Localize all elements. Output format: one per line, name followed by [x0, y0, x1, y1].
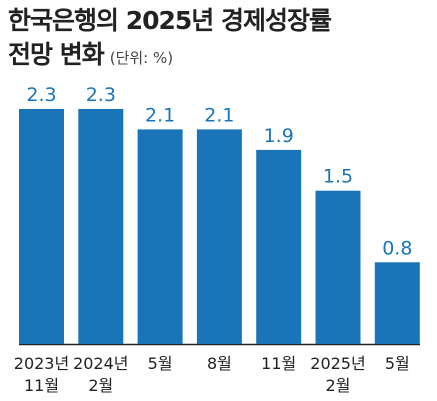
category-label-7: 5월: [385, 354, 410, 373]
chart-title: 한국은행의 2025년 경제성장률 전망 변화 (단위: %): [8, 4, 433, 75]
category-label-2-line-2: 2월: [88, 376, 113, 395]
category-label-6-line-2: 2월: [326, 376, 351, 395]
chart-title-line-2: 전망 변화 (단위: %): [8, 38, 433, 75]
category-label-1-line-2: 11월: [24, 376, 59, 395]
bar-6: [315, 190, 361, 344]
value-label-1: 2.3: [26, 84, 56, 106]
value-label-5: 1.9: [264, 125, 294, 147]
bar-2: [78, 109, 124, 344]
category-label-2-line-1: 2024년: [73, 354, 128, 373]
chart-title-line-1: 한국은행의 2025년 경제성장률: [8, 6, 332, 35]
value-label-7: 0.8: [382, 237, 412, 259]
value-label-2: 2.3: [86, 84, 116, 106]
value-label-6: 1.5: [323, 166, 353, 188]
category-label-6-line-1: 2025년: [310, 354, 365, 373]
chart-title-line-2-text: 전망 변화: [8, 40, 105, 69]
bar-3: [137, 129, 183, 344]
bar-5: [256, 149, 302, 344]
bar-4: [196, 129, 242, 344]
unit-label: (단위: %): [109, 49, 174, 67]
category-label-1-line-1: 2023년: [14, 354, 69, 373]
bar-1: [19, 109, 64, 344]
category-label-4: 8월: [207, 354, 232, 373]
value-label-3: 2.1: [145, 104, 175, 126]
value-label-4: 2.1: [204, 104, 234, 126]
category-label-3: 5월: [148, 354, 173, 373]
bar-7: [374, 262, 420, 344]
category-label-5: 11월: [261, 354, 296, 373]
